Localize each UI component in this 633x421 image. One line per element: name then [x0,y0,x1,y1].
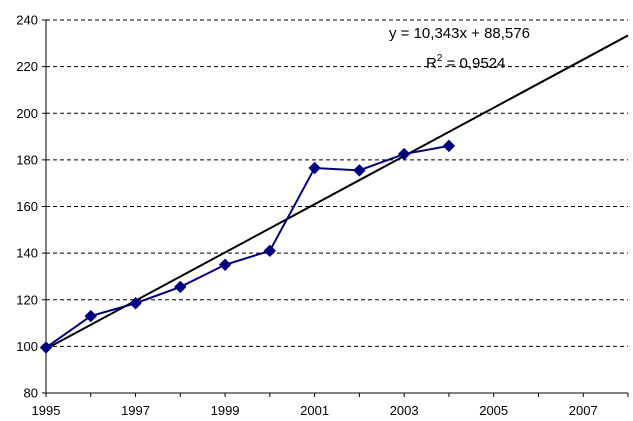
axes [42,19,629,397]
r-squared-prefix: R [426,55,437,72]
x-tick-label: 2003 [390,403,419,418]
data-point-marker [263,244,277,258]
r-squared-superscript: 2 [437,53,443,64]
y-tick-label: 200 [16,106,38,121]
y-tick-label: 160 [16,199,38,214]
y-tick-label: 100 [16,339,38,354]
gridlines [46,19,628,347]
x-tick-label: 2005 [479,403,508,418]
series-group [39,139,456,354]
y-tick-label: 180 [16,152,38,167]
data-point-marker [129,297,142,310]
x-tick-label: 1999 [211,403,240,418]
r-squared-value: = 0,9524 [442,55,505,72]
y-tick-label: 220 [16,59,38,74]
x-tick-label: 2001 [300,403,329,418]
y-tick-label: 140 [16,246,38,261]
y-tick-label: 120 [16,292,38,307]
data-point-marker [353,164,366,177]
data-point-marker [308,161,321,175]
trendline-equation: y = 10,343x + 88,576 [389,25,530,42]
data-point-marker [218,258,232,271]
r-squared-label: R2 = 0,9524 [426,53,505,72]
x-tick-label: 2007 [569,403,598,418]
x-tick-label: 1997 [121,403,150,418]
data-point-marker [442,139,456,153]
series-line [45,144,450,349]
x-tick-label: 1995 [32,403,61,418]
data-point-marker [39,341,53,354]
y-tick-label: 240 [16,13,38,28]
data-point-marker [174,280,187,294]
y-tick-label: 80 [24,386,38,401]
data-point-marker [397,147,411,161]
trendline [45,34,629,350]
tick-labels: 80 100 120 140 160 180 200 220 240 1995 1997 1999 20… [16,13,597,419]
trendline-group [45,34,629,350]
data-point-marker [84,309,97,323]
